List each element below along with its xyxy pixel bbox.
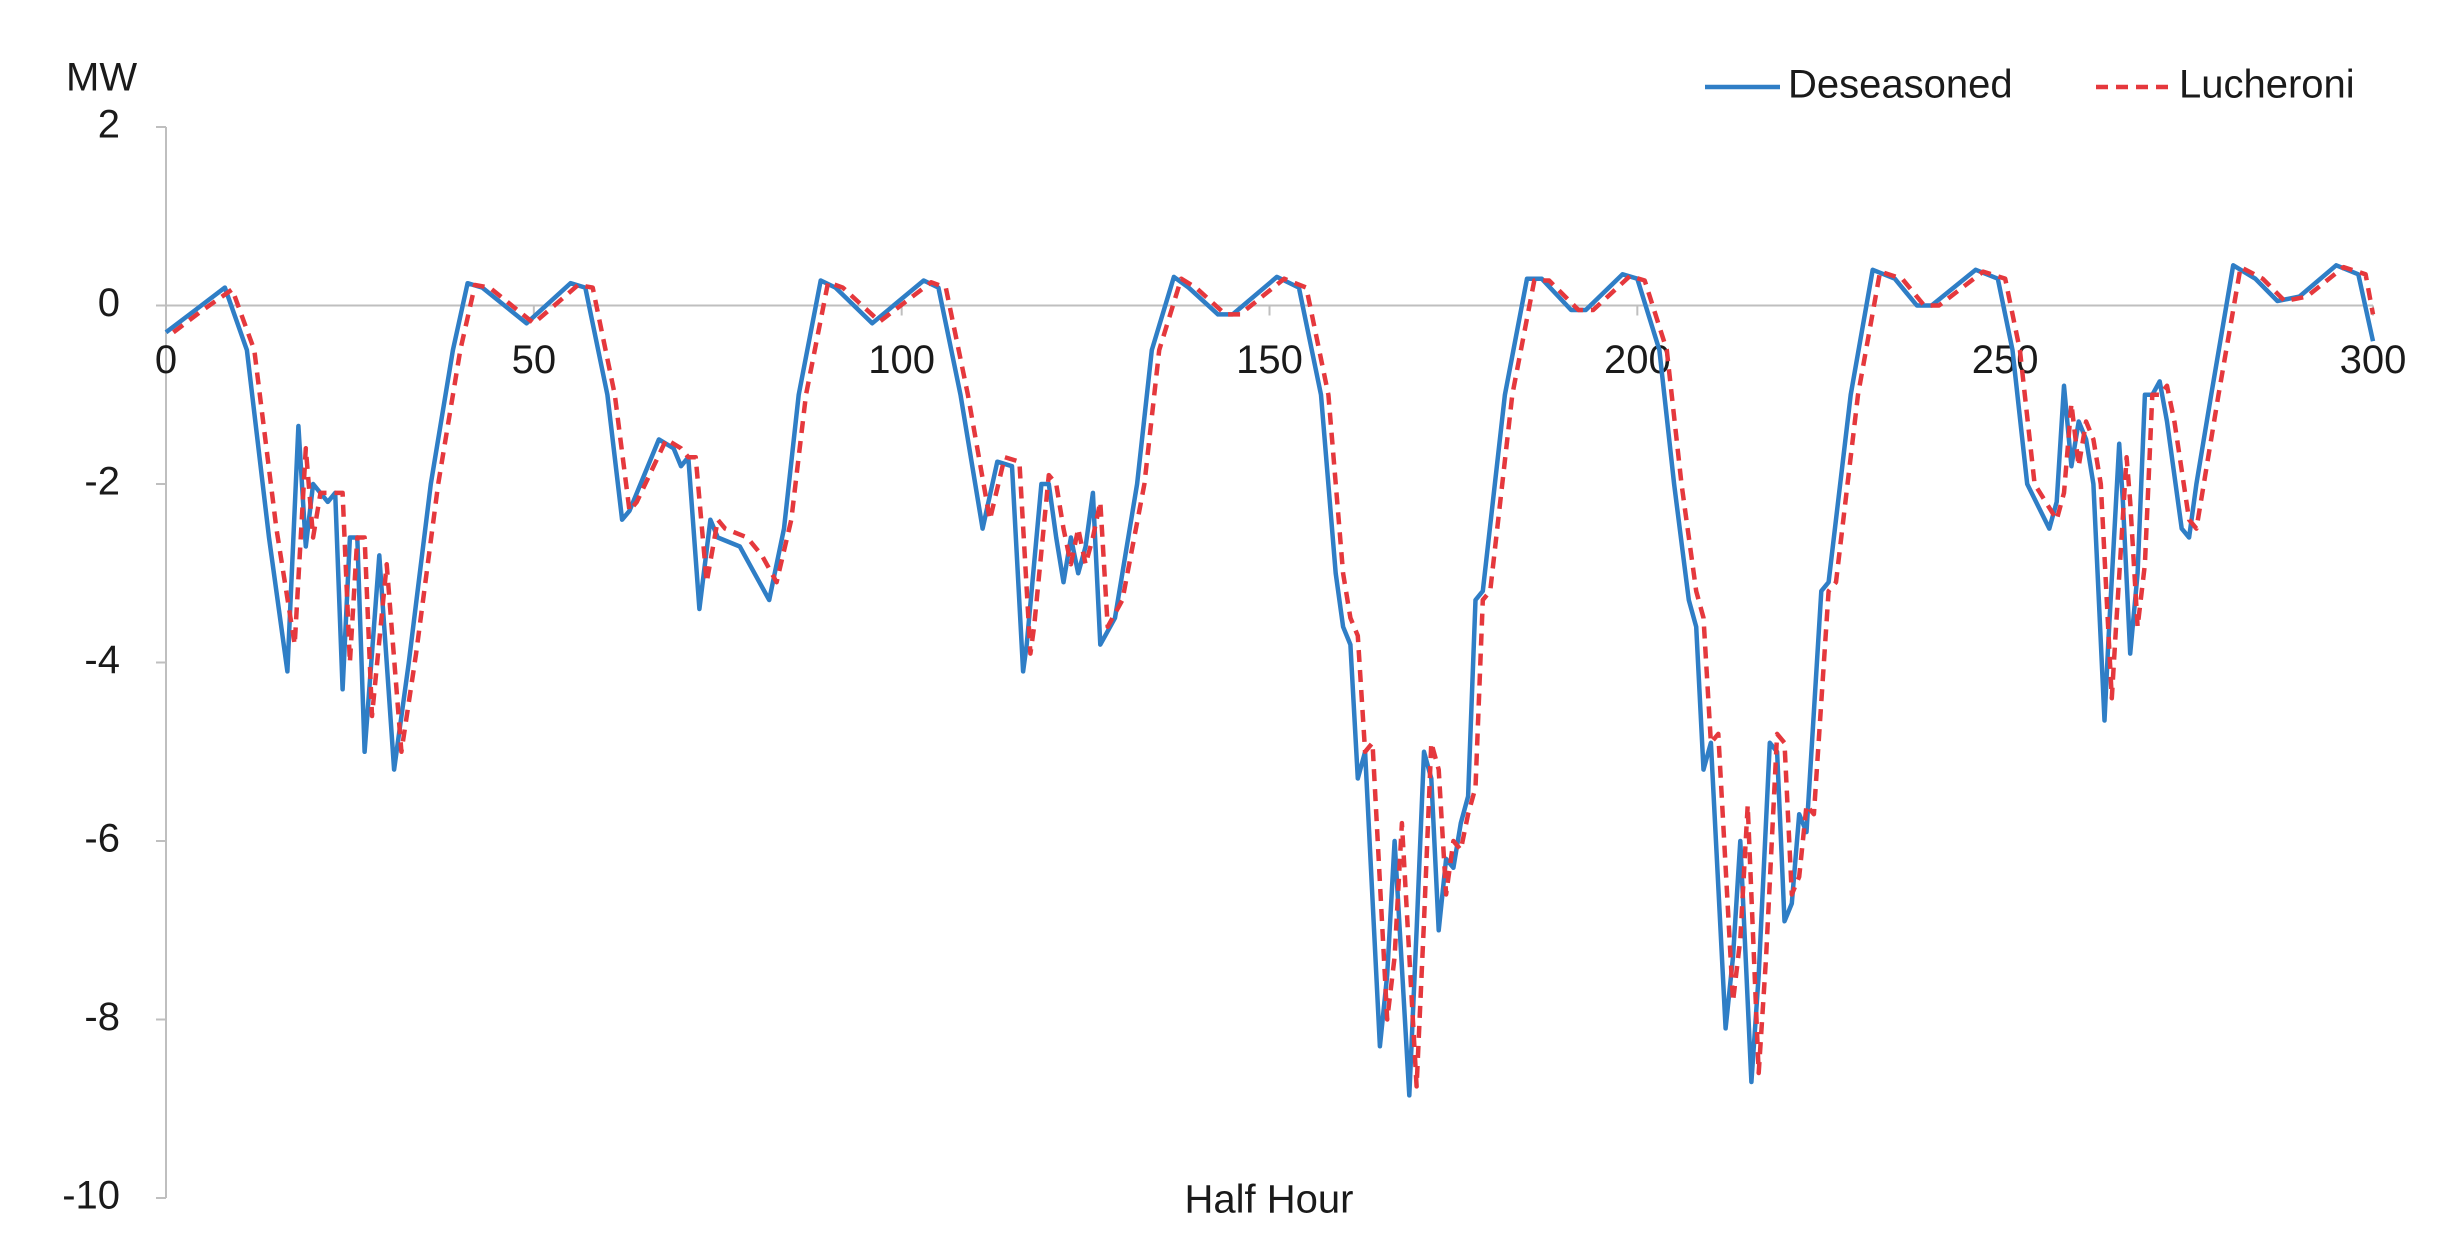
- y-tick-label: -4: [84, 638, 120, 682]
- y-tick-label: -10: [62, 1174, 120, 1218]
- x-tick-label: 0: [155, 338, 177, 382]
- x-tick-label: 250: [1972, 338, 2039, 382]
- legend-label: Deseasoned: [1788, 63, 2013, 107]
- x-tick-label: 100: [868, 338, 935, 382]
- x-tick-label: 300: [2340, 338, 2407, 382]
- series-line: [164, 263, 2376, 1098]
- x-tick-label: 150: [1236, 338, 1303, 382]
- y-axis-label: MW: [66, 56, 137, 100]
- y-tick-label: -8: [84, 995, 120, 1039]
- y-tick-label: -6: [84, 817, 120, 861]
- series-line: [172, 264, 2376, 1089]
- x-tick-label: 50: [512, 338, 557, 382]
- y-tick-label: -2: [84, 460, 120, 504]
- y-tick-label: 2: [98, 103, 120, 147]
- y-tick-label: 0: [98, 281, 120, 325]
- legend-label: Lucheroni: [2179, 63, 2355, 107]
- x-axis-label: Half Hour: [1185, 1178, 1354, 1222]
